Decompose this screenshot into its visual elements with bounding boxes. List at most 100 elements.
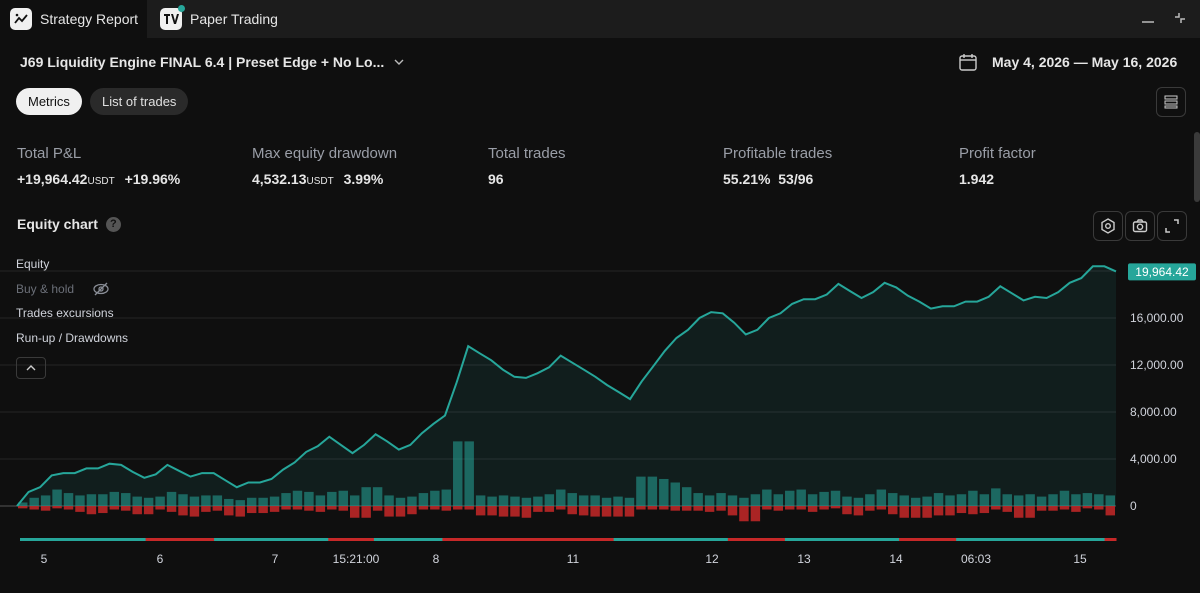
trade-strip-segment bbox=[625, 538, 637, 541]
runup-bar bbox=[418, 493, 429, 506]
x-tick-label: 15:21:00 bbox=[333, 552, 380, 566]
metrics-toggle[interactable]: Metrics bbox=[16, 88, 82, 115]
runup-bar bbox=[533, 496, 543, 506]
trade-strip-segment bbox=[636, 538, 649, 541]
trade-strip-segment bbox=[271, 538, 284, 541]
drawdown-bar bbox=[475, 506, 486, 516]
x-tick-label: 15 bbox=[1073, 552, 1087, 566]
runup-bar bbox=[544, 494, 555, 506]
trade-strip-segment bbox=[419, 538, 432, 541]
drawdown-bar bbox=[453, 506, 463, 510]
collapse-icon[interactable] bbox=[1172, 10, 1188, 30]
runup-bar bbox=[292, 490, 303, 506]
drawdown-bar bbox=[18, 506, 28, 509]
drawdown-bar bbox=[258, 506, 268, 514]
layout-menu-button[interactable] bbox=[1156, 87, 1186, 117]
runup-bar bbox=[819, 491, 829, 506]
list-of-trades-toggle[interactable]: List of trades bbox=[90, 88, 189, 115]
trade-strip-segment bbox=[910, 538, 923, 541]
drawdown-bar bbox=[773, 506, 784, 511]
date-range-picker[interactable]: May 4, 2026 — May 16, 2026 bbox=[958, 52, 1177, 72]
equity-line bbox=[16, 265, 1117, 507]
metric-pct: 55.21% bbox=[723, 171, 771, 187]
trade-strip-segment bbox=[248, 538, 261, 541]
list-layout-icon bbox=[1164, 95, 1178, 109]
drawdown-bar bbox=[235, 506, 245, 517]
snapshot-button[interactable] bbox=[1125, 211, 1155, 241]
trade-strip-segment bbox=[408, 538, 421, 541]
runup-bar bbox=[40, 495, 51, 506]
trade-strip-segment bbox=[944, 538, 957, 541]
trade-strip-segment bbox=[65, 538, 78, 541]
drawdown-bar bbox=[143, 506, 154, 515]
trade-strip-segment bbox=[259, 538, 272, 541]
trade-strip-segment bbox=[819, 538, 832, 541]
help-icon[interactable]: ? bbox=[105, 216, 121, 232]
trade-strip-segment bbox=[294, 538, 306, 541]
trade-strip-segment bbox=[134, 538, 147, 541]
trade-strip-segment bbox=[1070, 538, 1083, 541]
metric-label: Total P&L bbox=[17, 145, 82, 162]
scrollbar[interactable] bbox=[1194, 132, 1200, 202]
runup-bar bbox=[750, 494, 761, 506]
drawdown-bar bbox=[338, 506, 348, 511]
trade-strip-segment bbox=[830, 538, 843, 541]
trade-strip-segment bbox=[20, 538, 32, 541]
trade-strip-segment bbox=[157, 538, 169, 541]
drawdown-bar bbox=[830, 506, 841, 509]
trade-strip-segment bbox=[990, 538, 1003, 541]
trade-strip-segment bbox=[453, 538, 466, 541]
runup-bar bbox=[1105, 495, 1115, 506]
trade-strip-segment bbox=[1036, 538, 1048, 541]
runup-bar bbox=[441, 489, 452, 506]
drawdown-bar bbox=[1094, 506, 1104, 510]
drawdown-bar bbox=[556, 506, 566, 510]
fullscreen-button[interactable] bbox=[1157, 211, 1187, 241]
strategy-selector[interactable]: J69 Liquidity Engine FINAL 6.4 | Preset … bbox=[20, 54, 404, 70]
runup-bar bbox=[327, 491, 337, 506]
drawdown-bar bbox=[933, 506, 944, 516]
drawdown-bar bbox=[292, 506, 303, 510]
trade-strip-segment bbox=[762, 538, 774, 541]
runup-bar bbox=[189, 496, 200, 506]
drawdown-bar bbox=[636, 506, 646, 510]
legend-trades-excursions[interactable]: Trades excursions bbox=[16, 306, 114, 320]
y-tick-label: 0 bbox=[1130, 499, 1137, 513]
metric-value: 1.942 bbox=[959, 171, 995, 187]
collapse-legend-button[interactable] bbox=[16, 357, 46, 379]
tab-paper-trading[interactable]: Paper Trading bbox=[152, 0, 278, 38]
gear-icon bbox=[1101, 218, 1115, 234]
legend-runup-drawdowns[interactable]: Run-up / Drawdowns bbox=[16, 331, 129, 345]
runup-bar bbox=[762, 489, 772, 506]
drawdown-bar bbox=[762, 506, 772, 510]
legend-equity[interactable]: Equity bbox=[16, 257, 50, 271]
drawdown-bar bbox=[807, 506, 818, 512]
drawdown-bar bbox=[52, 506, 62, 509]
chart-settings-button[interactable] bbox=[1093, 211, 1123, 241]
trade-strip-segment bbox=[1013, 538, 1026, 541]
trade-strip-segment bbox=[1001, 538, 1014, 541]
minimize-button[interactable] bbox=[1141, 10, 1155, 28]
drawdown-bar bbox=[590, 506, 600, 517]
drawdown-bar bbox=[819, 506, 829, 510]
runup-bar bbox=[258, 497, 268, 506]
x-tick-label: 11 bbox=[567, 552, 580, 566]
tab-bar: Strategy Report Paper Trading bbox=[0, 0, 1200, 38]
trade-strip-segment bbox=[602, 538, 615, 541]
trade-strip-segment bbox=[316, 538, 329, 541]
eye-off-icon[interactable] bbox=[92, 282, 110, 296]
trade-strip-segment bbox=[31, 538, 44, 541]
runup-bar bbox=[281, 493, 291, 506]
metric-value: 96 bbox=[488, 171, 504, 187]
runup-bar bbox=[1059, 490, 1070, 506]
runup-bar bbox=[613, 496, 623, 506]
tab-strategy-report[interactable]: Strategy Report bbox=[0, 0, 147, 38]
runup-bar bbox=[578, 495, 589, 506]
runup-bar bbox=[63, 493, 74, 506]
runup-bar bbox=[75, 495, 85, 506]
legend-buy-hold[interactable]: Buy & hold bbox=[16, 282, 110, 296]
drawdown-bar bbox=[704, 506, 715, 512]
metric-total-pnl: Total P&L +19,964.42USDT +19.96% bbox=[17, 145, 180, 187]
runup-bar bbox=[853, 497, 864, 506]
drawdown-bar bbox=[968, 506, 978, 515]
